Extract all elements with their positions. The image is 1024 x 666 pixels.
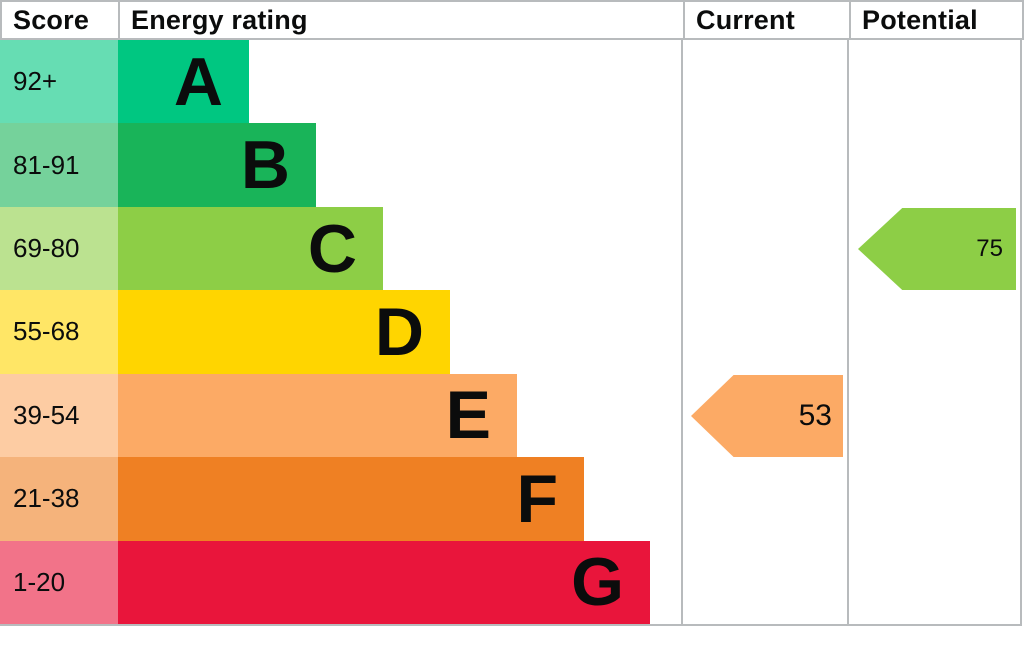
band-rows: 92+ A 81-91 B 69-80 C 55-68 D [0, 40, 1024, 624]
band-letter: F [516, 460, 558, 537]
band-score-cell: 1-20 [0, 540, 118, 624]
header-potential: Potential [849, 2, 1024, 38]
band-row-c: 69-80 C [0, 206, 1024, 291]
current-rating-value: 53 [798, 399, 832, 432]
band-bar: B [118, 123, 316, 207]
band-bar: F [118, 457, 584, 541]
table-bottom-border [0, 624, 1022, 626]
column-divider-potential [847, 40, 849, 624]
potential-rating-value: 75 [976, 235, 1003, 262]
band-letter: D [374, 293, 424, 370]
header-score: Score [0, 2, 118, 38]
table-right-border [1020, 40, 1022, 624]
band-letter: G [571, 544, 624, 621]
band-row-a: 92+ A [0, 40, 1024, 124]
band-bar: C [118, 206, 383, 291]
band-score-cell: 21-38 [0, 457, 118, 541]
band-row-g: 1-20 G [0, 540, 1024, 624]
band-row-d: 55-68 D [0, 290, 1024, 374]
header-row: Score Energy rating Current Potential [0, 0, 1024, 40]
column-divider-current [681, 40, 683, 624]
band-score-cell: 92+ [0, 40, 118, 124]
band-score-cell: 55-68 [0, 290, 118, 374]
epc-table: Score Energy rating Current Potential 92… [0, 0, 1024, 626]
band-row-b: 81-91 B [0, 123, 1024, 207]
band-row-e: 39-54 E [0, 373, 1024, 458]
band-letter: E [445, 377, 491, 454]
band-letter: A [173, 43, 223, 120]
band-score-cell: 39-54 [0, 373, 118, 458]
band-score-cell: 81-91 [0, 123, 118, 207]
band-bar: A [118, 40, 249, 124]
header-energy-rating: Energy rating [118, 2, 683, 38]
band-bar: E [118, 373, 517, 458]
band-row-f: 21-38 F [0, 457, 1024, 541]
band-score-cell: 69-80 [0, 206, 118, 291]
header-current: Current [683, 2, 849, 38]
band-bar: D [118, 290, 450, 374]
band-letter: B [240, 127, 290, 204]
band-bar: G [118, 540, 650, 624]
band-letter: C [307, 210, 357, 287]
